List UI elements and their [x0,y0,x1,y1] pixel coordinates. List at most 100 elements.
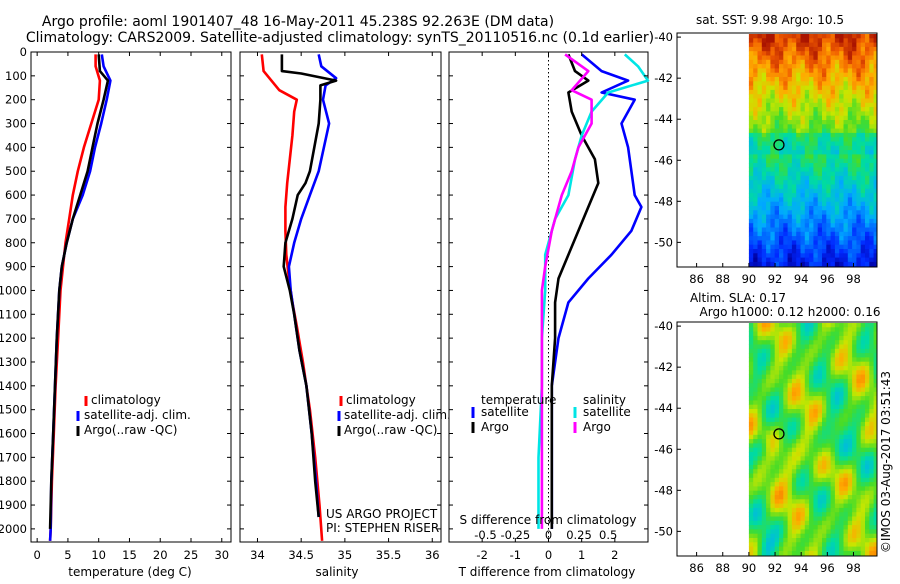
heatmap-cell [804,94,810,99]
heatmap-cell [753,550,758,556]
heatmap-cell [770,400,776,406]
heatmap-cell [813,495,819,500]
heatmap-cell [774,447,780,453]
heatmap-cell [757,46,763,52]
heatmap-cell [830,98,836,104]
heatmap-cell [787,550,793,556]
heatmap-cell [839,253,844,258]
heatmap-cell [830,361,836,367]
heatmap-cell [817,477,823,483]
heatmap-cell [766,516,771,522]
heatmap-cell [779,361,784,367]
heatmap-cell [860,550,866,556]
heatmap-cell [839,94,844,99]
heatmap-cell [766,51,771,56]
heatmap-cell [847,132,853,138]
heatmap-cell [830,542,836,547]
heatmap-cell [800,490,806,496]
heatmap-cell [843,417,849,423]
heatmap-cell [809,171,814,177]
heatmap-cell [813,464,819,470]
heatmap-cell [873,240,878,246]
heatmap-cell [860,193,866,198]
heatmap-cell [856,107,862,112]
heatmap-cell [856,201,862,207]
heatmap-cell [869,158,874,164]
heatmap-cell [839,98,844,104]
heatmap-cell [830,89,836,95]
heatmap-cell [791,370,797,375]
heatmap-cell [761,396,767,401]
heatmap-cell [748,188,754,194]
heatmap-cell [847,128,853,134]
heatmap-cell [779,42,784,48]
heatmap-cell [869,55,874,61]
heatmap-cell [753,253,758,258]
heatmap-cell [843,383,849,388]
heatmap-cell [847,188,853,194]
heatmap-cell [839,111,844,117]
heatmap-cell [813,542,819,547]
lon-tick-label: 86 [689,561,704,575]
heatmap-cell [856,327,862,332]
heatmap-cell [748,327,754,332]
heatmap-cell [757,227,763,233]
heatmap-cell [843,94,849,99]
heatmap-cell [809,542,814,547]
heatmap-cell [748,460,754,466]
heatmap-cell [787,542,793,547]
heatmap-cell [748,81,754,86]
heatmap-cell [783,533,788,539]
heatmap-cell [761,542,767,547]
heatmap-cell [873,227,878,233]
heatmap-cell [791,150,797,155]
heatmap-cell [865,59,870,65]
heatmap-cell [826,516,831,522]
heatmap-cell [783,257,788,263]
heatmap-cell [753,89,758,95]
heatmap-cell [856,34,862,39]
heatmap-cell [800,150,806,155]
heatmap-cell [856,357,862,363]
heatmap-cell [830,396,836,401]
heatmap-cell [809,512,814,517]
heatmap-cell [761,327,767,332]
heatmap-cell [809,68,814,74]
heatmap-cell [830,374,836,380]
sla-map-title: Altim. SLA: 0.17 [690,291,786,305]
heatmap-cell [852,197,857,203]
heatmap-cell [852,456,857,461]
heatmap-cell [817,469,823,474]
heatmap-cell [822,206,827,211]
heatmap-cell [757,344,763,350]
heatmap-cell [774,374,780,380]
heatmap-cell [770,81,776,86]
lat-tick-label: -40 [654,30,673,44]
heatmap-cell [766,141,771,147]
heatmap-cell [847,68,853,74]
heatmap-cell [873,34,878,39]
heatmap-cell [843,447,849,453]
heatmap-cell [860,107,866,112]
heatmap-cell [869,413,874,418]
heatmap-cell [843,391,849,397]
heatmap-cell [809,253,814,258]
heatmap-cell [787,193,793,198]
heatmap-cell [761,227,767,233]
heatmap-cell [804,163,810,168]
heatmap-cell [804,180,810,185]
heatmap-cell [852,46,857,52]
heatmap-cell [822,529,827,535]
heatmap-cell [822,516,827,522]
heatmap-cell [813,529,819,535]
heatmap-cell [865,107,870,112]
heatmap-cell [753,188,758,194]
heatmap-cell [860,464,866,470]
heatmap-cell [869,124,874,129]
heatmap-cell [753,340,758,345]
heatmap-cell [783,158,788,164]
heatmap-cell [757,214,763,220]
heatmap-cell [761,477,767,483]
heatmap-cell [830,482,836,487]
heatmap-cell [839,542,844,547]
